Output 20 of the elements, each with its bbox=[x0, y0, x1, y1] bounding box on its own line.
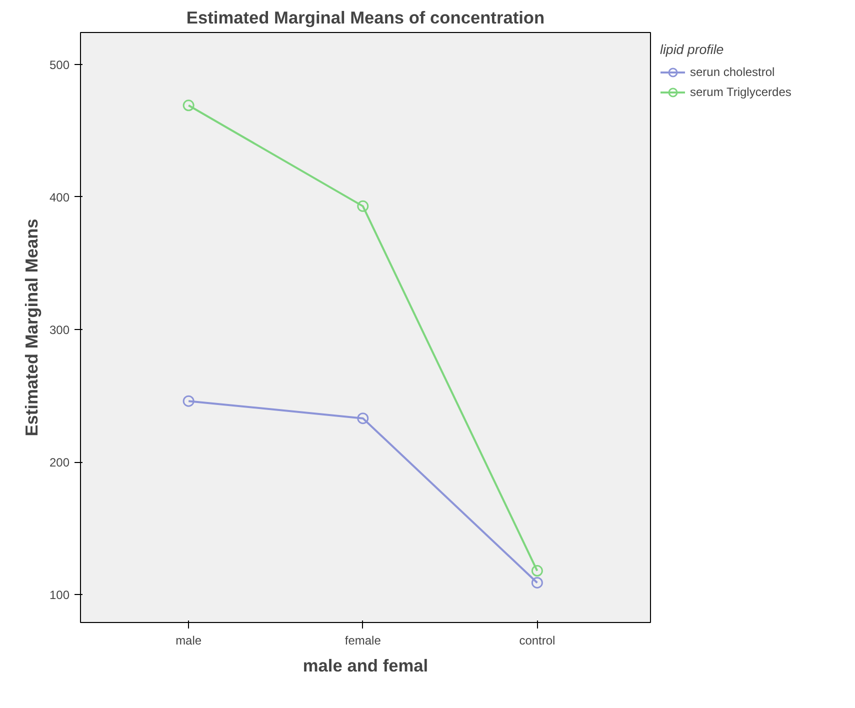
legend-title: lipid profile bbox=[660, 42, 725, 57]
point bbox=[531, 565, 543, 577]
y-tick-label: 100 bbox=[49, 588, 70, 602]
point bbox=[357, 200, 369, 212]
chart-title: Estimated Marginal Means of concentration bbox=[186, 8, 545, 28]
point bbox=[357, 412, 369, 424]
point bbox=[182, 395, 194, 407]
point bbox=[531, 576, 543, 588]
y-tick-label: 300 bbox=[49, 322, 70, 337]
point bbox=[182, 100, 194, 112]
legend-label: serun cholestrol bbox=[690, 65, 775, 79]
legend-label: serum Triglycerdes bbox=[690, 85, 792, 99]
y-tick-label: 200 bbox=[49, 456, 70, 470]
x-axis-title: male and femal bbox=[302, 656, 428, 676]
y-tick-label: 500 bbox=[49, 58, 70, 72]
y-tick-label: 400 bbox=[49, 190, 70, 204]
y-axis-title: Estimated Marginal Means bbox=[21, 218, 42, 436]
x-tick-label: female bbox=[344, 634, 382, 648]
x-tick-label: male bbox=[176, 634, 202, 648]
x-tick-label: control bbox=[519, 634, 556, 648]
